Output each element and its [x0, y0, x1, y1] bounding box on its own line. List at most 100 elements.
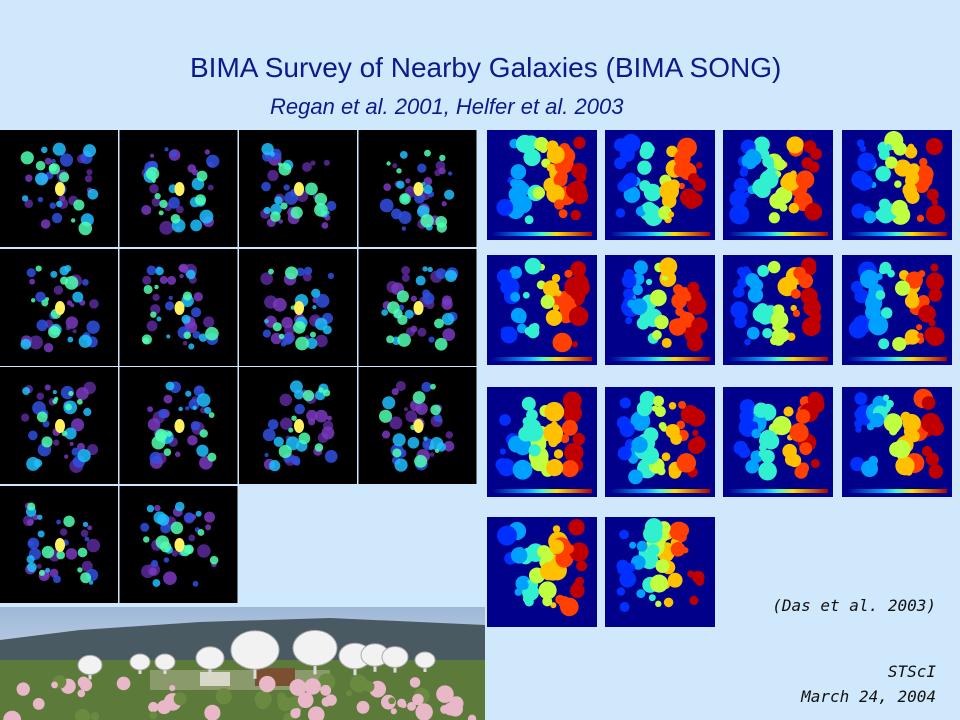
velocity-patch [773, 158, 786, 171]
emission [25, 174, 33, 182]
emission [295, 336, 309, 351]
velocity-patch [551, 273, 561, 283]
velocity-patch [661, 337, 672, 348]
intensity-map [0, 249, 118, 366]
emission [82, 279, 89, 286]
emission [72, 291, 84, 303]
blossom [77, 689, 86, 698]
emission [183, 331, 192, 340]
emission [81, 560, 93, 572]
emission [391, 388, 399, 396]
velocity-patch [795, 170, 815, 189]
velocity-patch [904, 293, 920, 309]
velocity-patch [907, 143, 915, 150]
emission [49, 568, 59, 578]
blossom [290, 708, 301, 719]
emission [414, 454, 428, 468]
velocity-patch [508, 186, 525, 203]
emission [398, 304, 405, 311]
velocity-patch [894, 159, 912, 177]
velocity-patch [540, 562, 559, 581]
emission [65, 316, 79, 329]
emission [389, 416, 403, 430]
velocity-patch [550, 602, 557, 609]
emission [205, 326, 219, 341]
velocity-patch [574, 576, 585, 587]
velocity-patch [902, 414, 921, 433]
emission [326, 415, 332, 421]
velocity-patch [512, 165, 526, 179]
velocity-patch [885, 143, 892, 151]
emission [415, 402, 428, 415]
velocity-patch [799, 442, 813, 455]
core [413, 301, 424, 315]
velocity-patch [854, 410, 863, 419]
velocity-map [842, 387, 952, 497]
emission [51, 158, 56, 164]
blossom [297, 692, 314, 709]
velocity-patch [546, 140, 559, 153]
velocity-patch [562, 419, 578, 436]
emission [315, 293, 330, 308]
velocity-patch [860, 269, 879, 289]
velocity-patch [854, 419, 863, 428]
color-bar [847, 232, 947, 236]
emission [203, 316, 215, 328]
emission [447, 171, 453, 176]
velocity-map [487, 387, 597, 497]
emission [442, 328, 456, 342]
emission [45, 567, 51, 573]
emission [272, 322, 282, 332]
emission [315, 334, 328, 348]
emission [302, 162, 312, 172]
color-bar [847, 489, 947, 493]
velocity-patch [689, 413, 697, 422]
velocity-patch [850, 280, 864, 294]
emission [71, 418, 85, 432]
velocity-patch [524, 257, 542, 275]
velocity-patch [733, 177, 749, 193]
emission [280, 202, 288, 210]
velocity-patch [893, 142, 907, 156]
core [174, 182, 185, 196]
velocity-patch [636, 316, 650, 330]
core [413, 182, 424, 196]
emission [146, 167, 160, 181]
velocity-patch [614, 157, 627, 170]
emission [32, 401, 46, 415]
blossom [116, 676, 131, 691]
velocity-patch [668, 211, 675, 218]
emission [43, 342, 54, 353]
velocity-patch [570, 261, 587, 278]
emission [41, 436, 53, 448]
emission [159, 199, 168, 209]
velocity-patch [552, 332, 573, 353]
velocity-patch [756, 303, 770, 317]
emission [65, 548, 78, 560]
emission [160, 541, 172, 553]
velocity-patch [505, 533, 513, 540]
emission [298, 432, 311, 445]
velocity-patch [648, 594, 656, 602]
emission [151, 178, 156, 183]
emission [83, 407, 92, 417]
emission [294, 403, 305, 415]
velocity-patch [616, 559, 630, 573]
velocity-patch [666, 145, 678, 158]
emission [434, 448, 440, 454]
velocity-patch [542, 280, 560, 297]
emission [196, 170, 208, 182]
emission [36, 563, 42, 569]
emission [21, 195, 29, 202]
velocity-patch [746, 326, 760, 340]
emission [48, 326, 61, 339]
velocity-patch [930, 263, 939, 272]
emission [21, 413, 30, 422]
emission [281, 316, 293, 329]
emission [80, 529, 89, 538]
velocity-patch [879, 339, 887, 348]
emission [262, 329, 272, 338]
emission [197, 529, 205, 536]
emission [396, 180, 405, 189]
emission [296, 267, 305, 277]
